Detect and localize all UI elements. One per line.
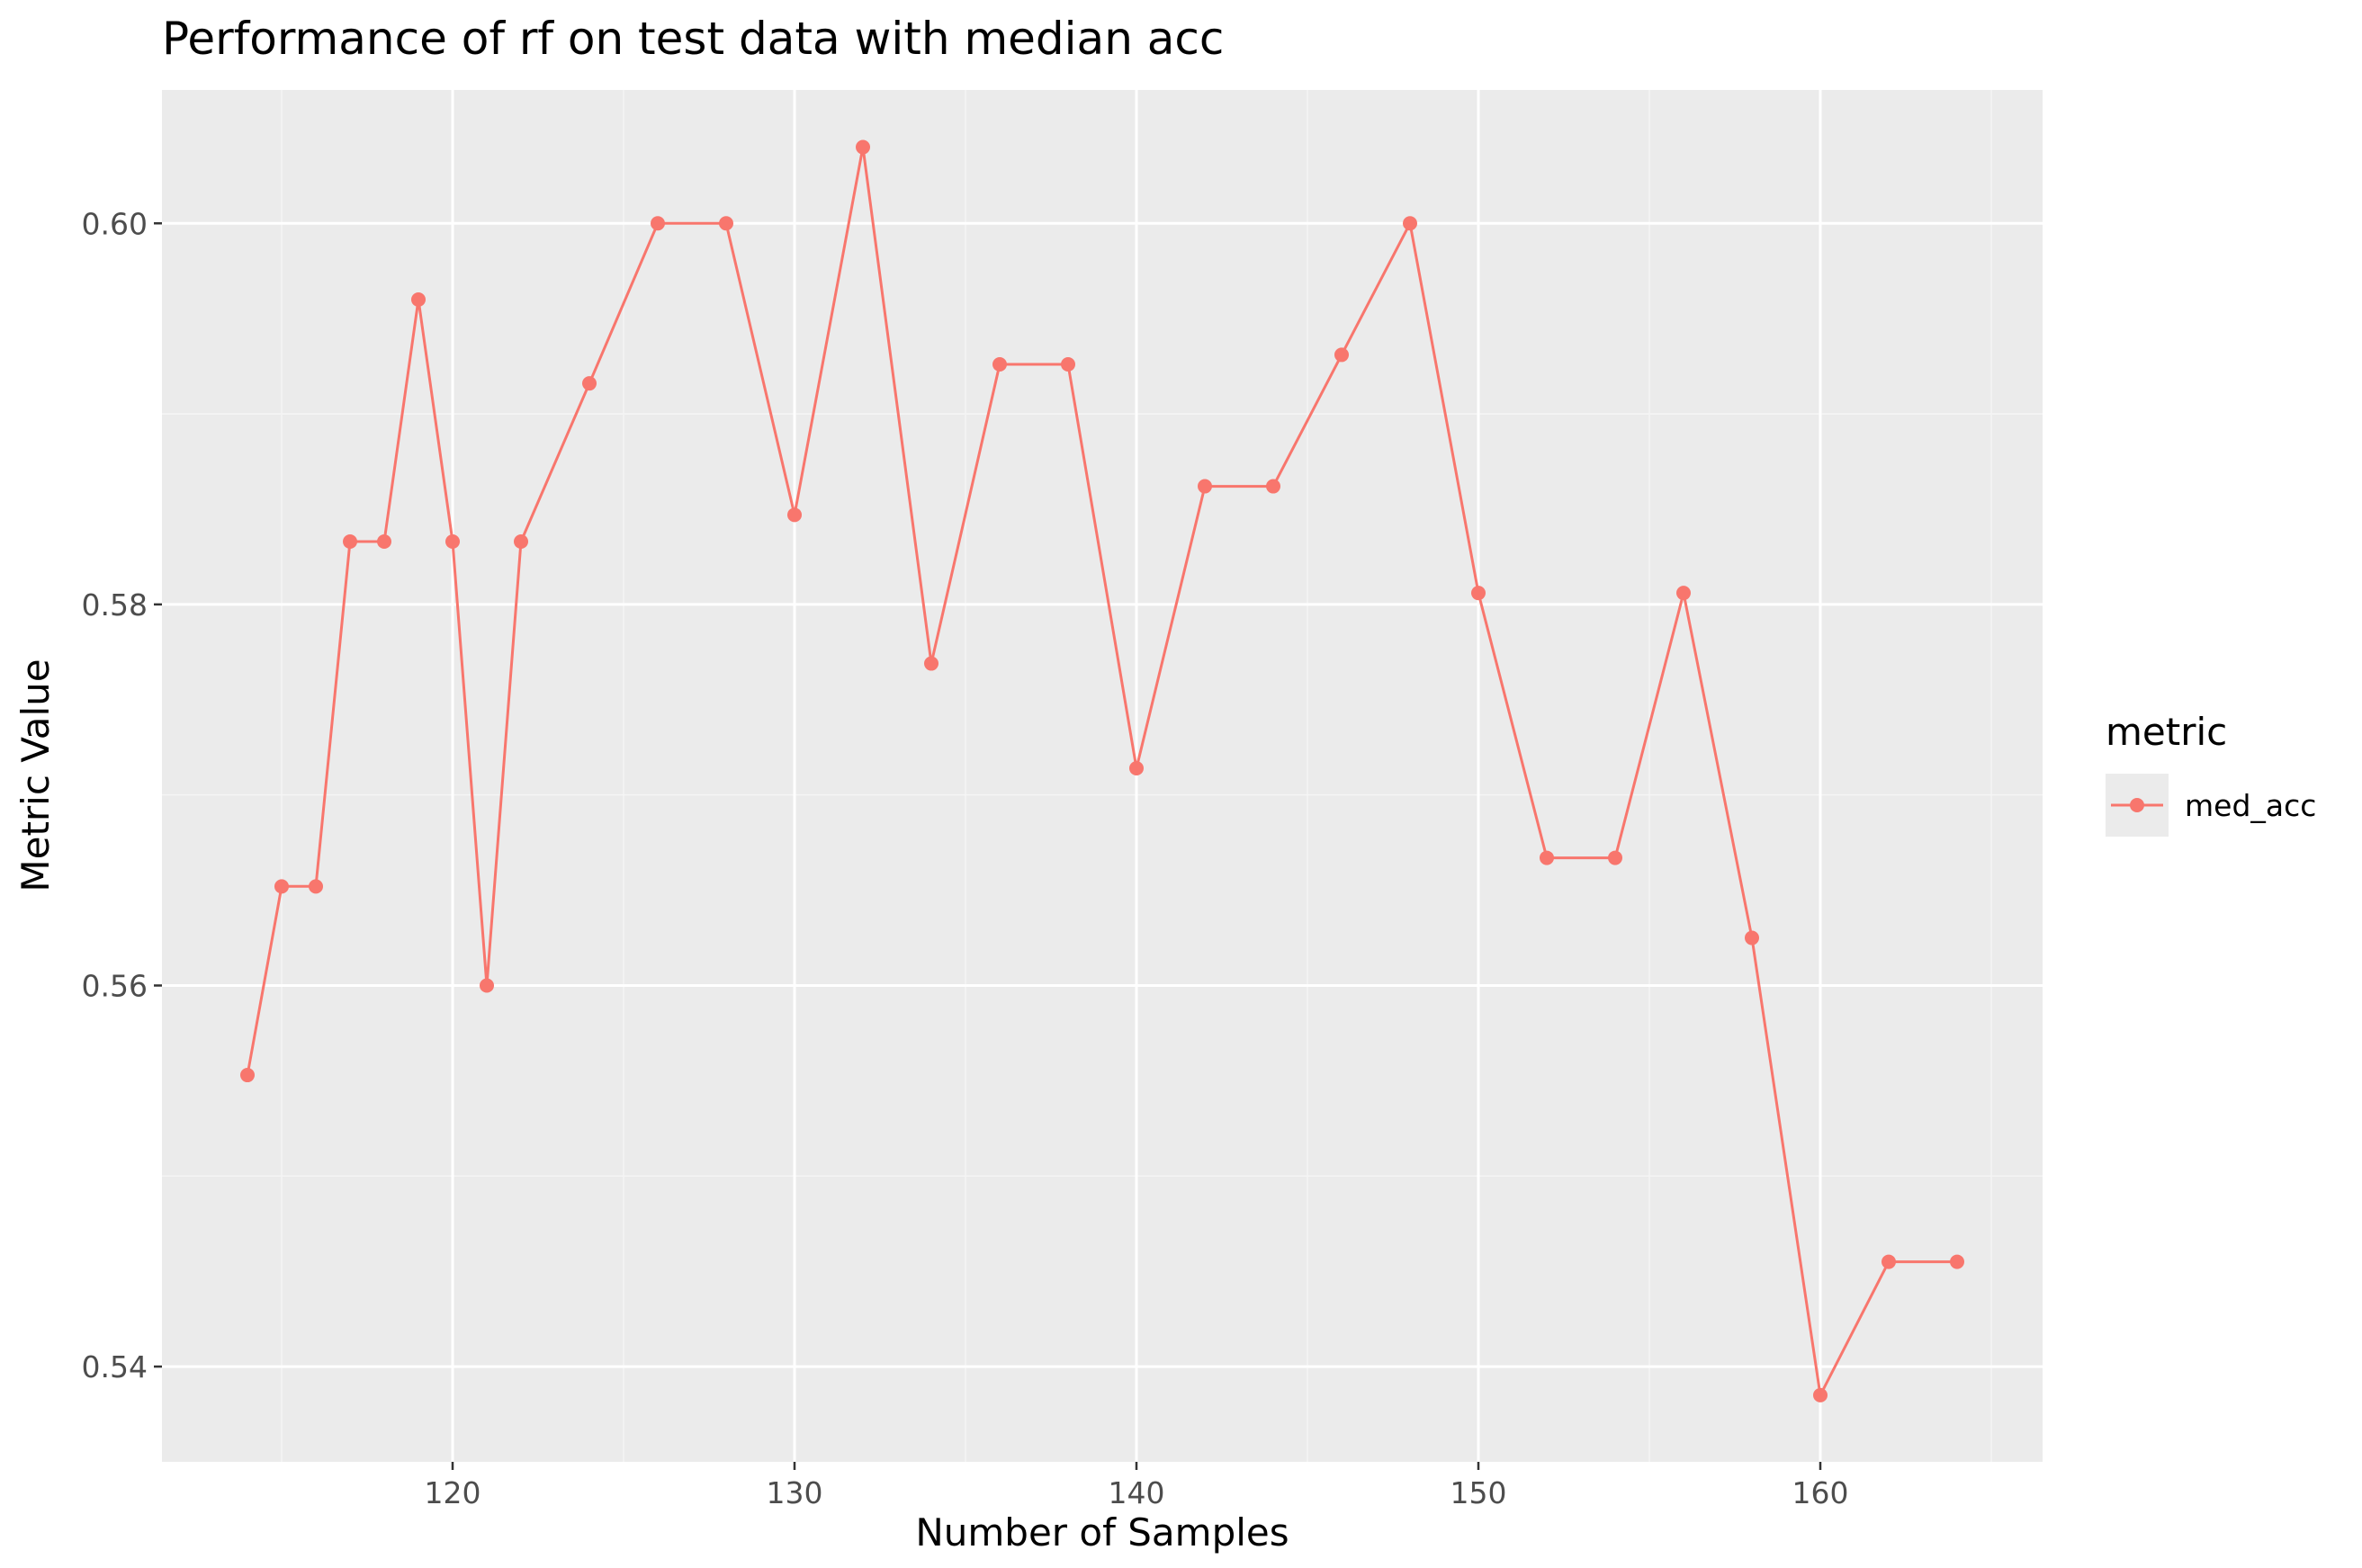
- data-point: [1813, 1387, 1828, 1402]
- data-point: [719, 216, 733, 231]
- x-tick-label: 160: [1792, 1475, 1849, 1510]
- plot-panel: [162, 90, 2043, 1462]
- y-tick-label: 0.58: [82, 587, 148, 623]
- y-tick-label: 0.54: [82, 1349, 148, 1384]
- data-point: [1950, 1254, 1964, 1269]
- x-tick-label: 150: [1450, 1475, 1507, 1510]
- data-point: [924, 656, 939, 671]
- series-points: [240, 139, 1964, 1402]
- data-point: [856, 139, 870, 155]
- major-gridlines: [162, 90, 2043, 1462]
- chart-title: Performance of rf on test data with medi…: [162, 13, 1224, 65]
- y-tick-label: 0.60: [82, 206, 148, 241]
- data-point: [240, 1068, 255, 1083]
- data-point: [1745, 930, 1759, 945]
- x-axis-title: Number of Samples: [915, 1510, 1289, 1555]
- data-point: [514, 533, 528, 549]
- data-point: [1334, 347, 1349, 363]
- series-lines: [246, 146, 1957, 1397]
- data-point: [1403, 216, 1417, 231]
- data-point: [445, 533, 460, 549]
- x-tick-label: 120: [425, 1475, 481, 1510]
- data-point: [411, 291, 426, 307]
- data-point: [1540, 850, 1554, 865]
- x-tick-label: 130: [767, 1475, 823, 1510]
- data-point: [309, 879, 323, 894]
- data-point: [787, 507, 802, 523]
- series-line-med-acc: [246, 146, 1957, 1397]
- data-point: [274, 879, 289, 894]
- data-point: [1266, 479, 1280, 494]
- data-point: [1676, 586, 1691, 601]
- data-point: [992, 357, 1007, 372]
- data-point: [1608, 850, 1622, 865]
- legend-title: metric: [2106, 710, 2227, 754]
- y-axis-ticks: 0.54 0.56 0.58 0.60: [82, 206, 162, 1384]
- data-point: [377, 533, 391, 549]
- data-point: [651, 216, 665, 231]
- data-point: [582, 376, 597, 391]
- y-axis-title: Metric Value: [13, 659, 58, 892]
- x-tick-label: 140: [1109, 1475, 1165, 1510]
- data-point: [1198, 479, 1212, 494]
- data-point: [1471, 586, 1486, 601]
- legend: metric med_acc: [2106, 710, 2316, 837]
- data-point: [1129, 761, 1144, 776]
- legend-label-med-acc: med_acc: [2185, 788, 2316, 823]
- y-tick-label: 0.56: [82, 968, 148, 1003]
- x-axis-ticks: 120 130 140 150 160: [425, 1462, 1849, 1510]
- legend-key-point: [2130, 798, 2144, 812]
- data-point: [1061, 357, 1075, 372]
- minor-gridlines: [162, 90, 2043, 1462]
- data-point: [343, 533, 357, 549]
- data-point: [480, 978, 494, 993]
- data-point: [1882, 1254, 1896, 1269]
